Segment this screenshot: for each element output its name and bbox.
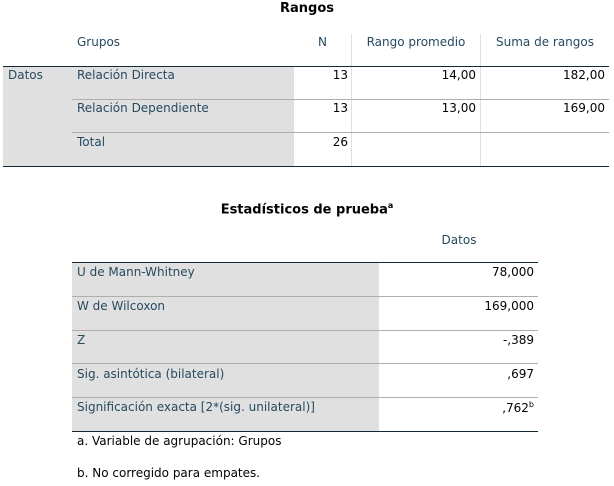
col-header-groups: Grupos <box>77 35 121 49</box>
col-header-rank-sum: Suma de rangos <box>496 35 594 49</box>
rangos-title: Rangos <box>279 1 334 16</box>
footnote: b. No corregido para empates. <box>77 466 261 480</box>
stat-value: 78,000 <box>492 265 534 279</box>
stats-title: Estadísticos de pruebaa <box>220 201 394 218</box>
cell-n: 13 <box>332 101 348 115</box>
rangos-label-area <box>3 67 294 166</box>
cell-mean-rank: 13,00 <box>441 101 476 115</box>
cell-rank-sum: 169,00 <box>563 101 605 115</box>
stat-label: Sig. asintótica (bilateral) <box>77 367 225 381</box>
col-header-n: N <box>318 35 327 49</box>
stat-label: U de Mann-Whitney <box>77 265 195 279</box>
row-label: Relación Directa <box>77 68 175 82</box>
row-label: Relación Dependiente <box>77 101 209 115</box>
value-footnote-mark: b <box>528 400 534 409</box>
stat-value: ,762b <box>502 400 534 415</box>
stat-value: 169,000 <box>484 299 534 313</box>
title-footnote-mark: a <box>387 201 394 210</box>
footnote: a. Variable de agrupación: Grupos <box>77 434 282 448</box>
stat-label: Z <box>77 333 86 347</box>
cell-n: 13 <box>332 68 348 82</box>
stats-label-area <box>72 263 379 431</box>
stat-value: -,389 <box>502 333 534 347</box>
stat-label: W de Wilcoxon <box>77 299 166 313</box>
stat-value: ,697 <box>507 367 534 381</box>
stat-label: Significación exacta [2*(sig. unilateral… <box>77 400 315 414</box>
row-group-label: Datos <box>8 68 43 82</box>
col-header-mean-rank: Rango promedio <box>366 35 466 49</box>
cell-rank-sum: 182,00 <box>563 68 605 82</box>
col-header-datos: Datos <box>441 233 477 247</box>
row-label: Total <box>77 135 106 149</box>
cell-mean-rank: 14,00 <box>441 68 476 82</box>
cell-n: 26 <box>332 135 348 149</box>
